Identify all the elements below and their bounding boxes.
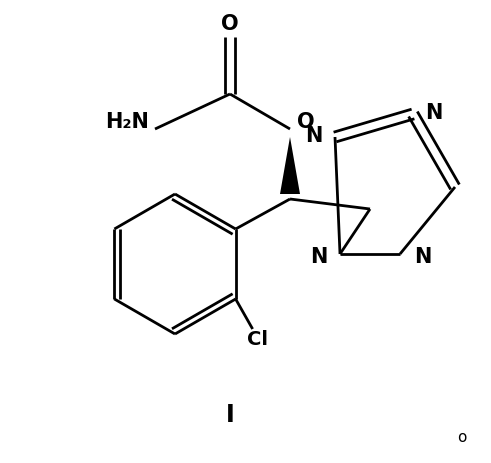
Text: H₂N: H₂N bbox=[105, 112, 149, 131]
Polygon shape bbox=[280, 138, 300, 194]
Text: N: N bbox=[305, 126, 323, 146]
Text: Cl: Cl bbox=[247, 330, 268, 349]
Text: O: O bbox=[221, 14, 239, 34]
Text: N: N bbox=[311, 246, 328, 266]
Text: I: I bbox=[226, 402, 234, 426]
Text: o: o bbox=[457, 430, 466, 444]
Text: N: N bbox=[425, 103, 442, 123]
Text: O: O bbox=[297, 112, 315, 131]
Text: N: N bbox=[414, 246, 432, 266]
